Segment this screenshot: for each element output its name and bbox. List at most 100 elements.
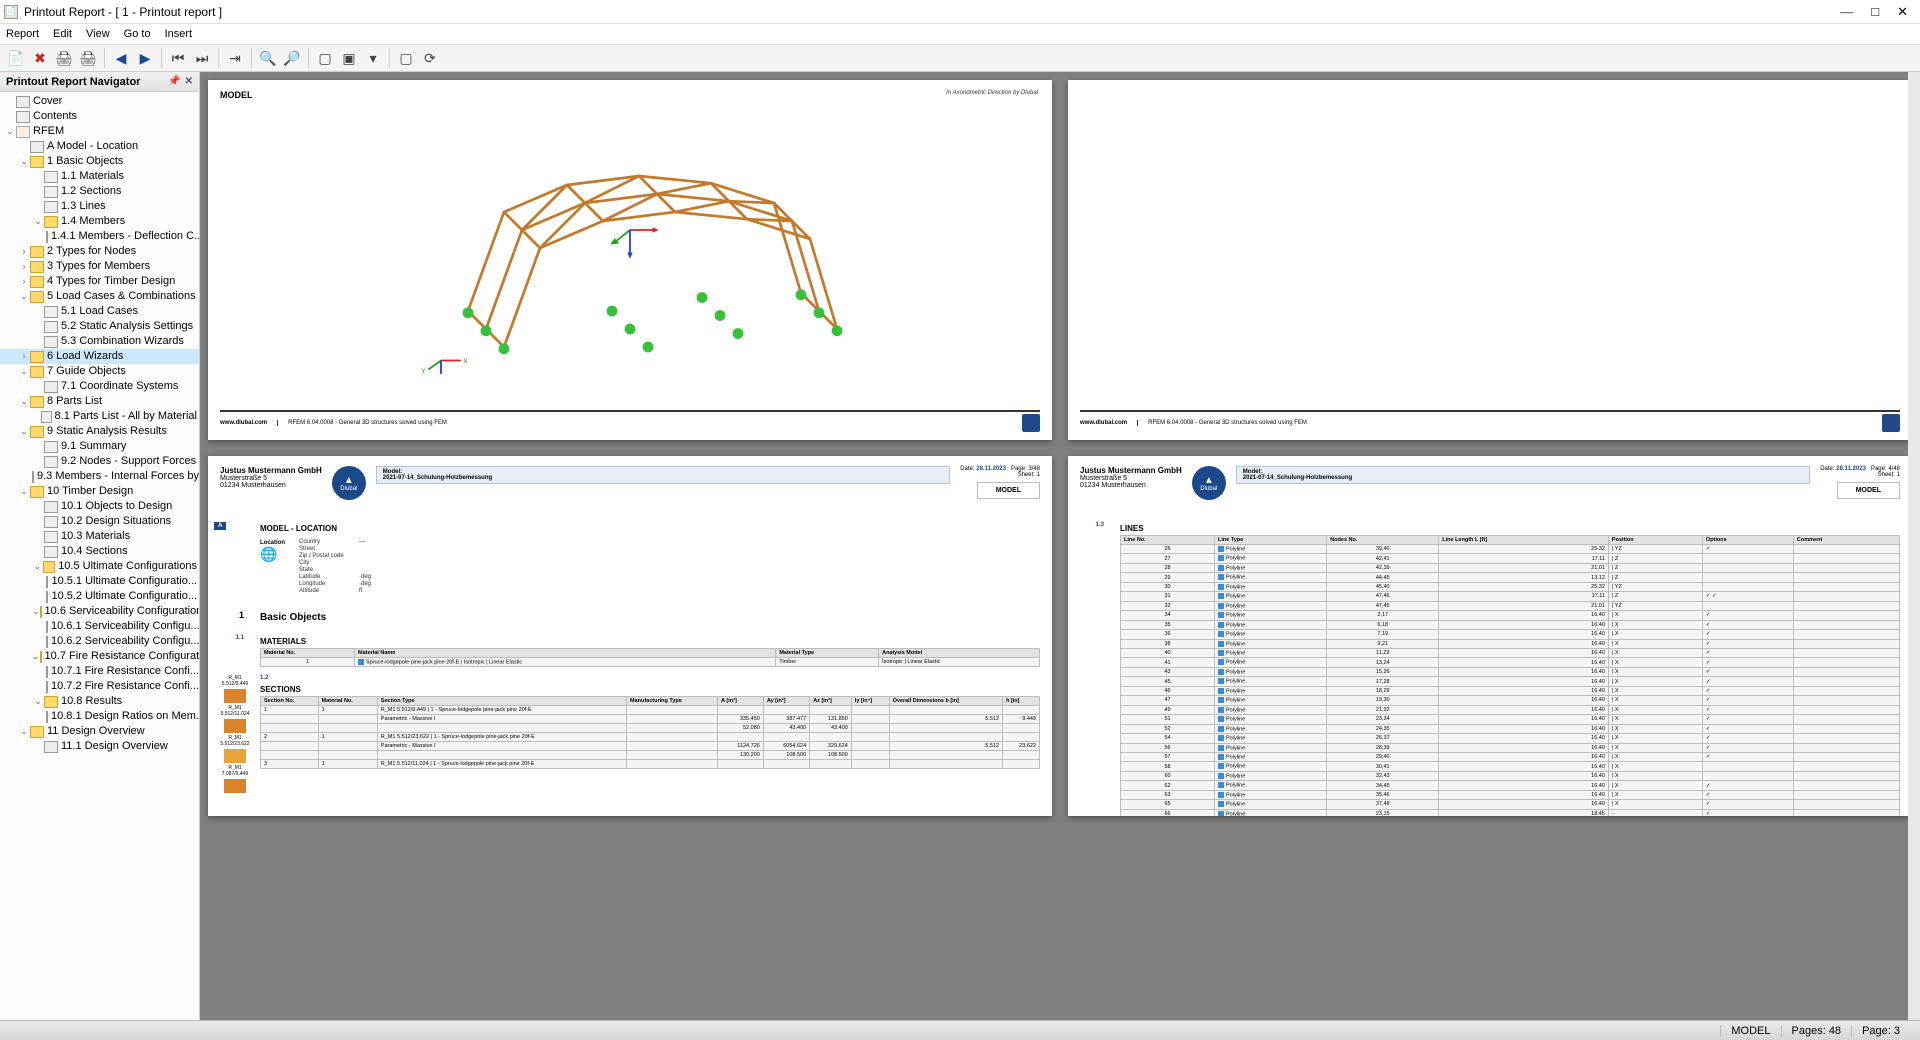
tree-item[interactable]: 10.6.1 Serviceability Configu... — [0, 619, 199, 634]
model-button[interactable]: MODEL — [977, 482, 1040, 499]
report-page-model: MODEL In Axonometric Direction by Dlubal — [208, 80, 1052, 440]
tree-item[interactable]: 10.1 Objects to Design — [0, 499, 199, 514]
tree-item[interactable]: ⌄RFEM — [0, 124, 199, 139]
tree-item[interactable]: 10.5.2 Ultimate Configuratio... — [0, 589, 199, 604]
titlebar: 📄 Printout Report - [ 1 - Printout repor… — [0, 0, 1920, 24]
tree-item[interactable]: 1.4.1 Members - Deflection C... — [0, 229, 199, 244]
tree-item[interactable]: 10.4 Sections — [0, 544, 199, 559]
menubar: Report Edit View Go to Insert — [0, 24, 1920, 44]
tree-item[interactable]: ⌄1.4 Members — [0, 214, 199, 229]
zoomin-button[interactable]: 🔎 — [282, 48, 302, 68]
page-footer: www.dlubal.com RFEM 6.04.0008 - General … — [220, 410, 1040, 432]
tree-item[interactable]: 11.1 Design Overview — [0, 739, 199, 754]
tree-item[interactable]: 10.5.1 Ultimate Configuratio... — [0, 574, 199, 589]
tree-item[interactable]: 1.3 Lines — [0, 199, 199, 214]
tree-item[interactable]: 8.1 Parts List - All by Material — [0, 409, 199, 424]
tree-item[interactable]: 9.3 Members - Internal Forces by... — [0, 469, 199, 484]
tree-item[interactable]: A Model - Location — [0, 139, 199, 154]
new-button[interactable]: 📄 — [6, 48, 26, 68]
menu-go to[interactable]: Go to — [124, 28, 151, 40]
close-panel-icon[interactable]: ✕ — [185, 76, 193, 87]
svg-text:X: X — [464, 358, 469, 365]
close-button[interactable]: ✕ — [1897, 4, 1908, 20]
last-button[interactable]: ⏭ — [192, 48, 212, 68]
footer-text: RFEM 6.04.0008 - General 3D structures s… — [1148, 420, 1307, 426]
dlubal-logo-icon — [1882, 414, 1900, 432]
tree-item[interactable]: ⌄8 Parts List — [0, 394, 199, 409]
window-title: Printout Report - [ 1 - Printout report … — [24, 5, 1840, 19]
sections-table: Section No.Material No.Section TypeManuf… — [260, 696, 1040, 769]
footer-url: www.dlubal.com — [220, 420, 278, 426]
company-block: Justus Mustermann GmbH Musterstraße 5 01… — [1080, 466, 1182, 489]
tree-item[interactable]: ›3 Types for Members — [0, 259, 199, 274]
dlubal-round-logo-icon: ▲Dlubal — [332, 466, 366, 500]
tree-item[interactable]: 10.6.2 Serviceability Configu... — [0, 634, 199, 649]
tree-item[interactable]: ⌄9 Static Analysis Results — [0, 424, 199, 439]
first-button[interactable]: ⏮ — [168, 48, 188, 68]
tree-item[interactable]: 10.7.2 Fire Resistance Confi... — [0, 679, 199, 694]
tree-item[interactable]: ⌄10 Timber Design — [0, 484, 199, 499]
tree-item[interactable]: ⌄5 Load Cases & Combinations — [0, 289, 199, 304]
tree-item[interactable]: 10.3 Materials — [0, 529, 199, 544]
model-caption: In Axonometric Direction by Dlubal — [946, 90, 1038, 96]
pin-icon[interactable]: 📌 — [168, 76, 180, 87]
tree-item[interactable]: Cover — [0, 94, 199, 109]
dlubal-logo-icon — [1022, 414, 1040, 432]
status-page: Page: 3 — [1851, 1025, 1910, 1037]
tree-item[interactable]: ⌄1 Basic Objects — [0, 154, 199, 169]
tree-item[interactable]: ›2 Types for Nodes — [0, 244, 199, 259]
drop-button[interactable]: ▾ — [363, 48, 383, 68]
tree-item[interactable]: 10.2 Design Situations — [0, 514, 199, 529]
tree-item[interactable]: ›6 Load Wizards — [0, 349, 199, 364]
print2-button[interactable]: 🖨 — [78, 48, 98, 68]
tree-item[interactable]: 10.8.1 Design Ratios on Mem... — [0, 709, 199, 724]
tree-item[interactable]: ⌄10.7 Fire Resistance Configurations — [0, 649, 199, 664]
page-footer: www.dlubal.com RFEM 6.04.0008 - General … — [1080, 410, 1900, 432]
tree-item[interactable]: 1.1 Materials — [0, 169, 199, 184]
tree-item[interactable]: 5.2 Static Analysis Settings — [0, 319, 199, 334]
page1-button[interactable]: ▢ — [315, 48, 335, 68]
tree-item[interactable]: 5.1 Load Cases — [0, 304, 199, 319]
tree-item[interactable]: ⌄10.8 Results — [0, 694, 199, 709]
footer-text: RFEM 6.04.0008 - General 3D structures s… — [288, 420, 447, 426]
menu-view[interactable]: View — [86, 28, 110, 40]
model-3d-view: X Y Z — [220, 104, 1040, 374]
tree-item[interactable]: ⌄10.5 Ultimate Configurations — [0, 559, 199, 574]
report-page-4: Justus Mustermann GmbH Musterstraße 5 01… — [1068, 456, 1912, 816]
tree-item[interactable]: 7.1 Coordinate Systems — [0, 379, 199, 394]
dlubal-round-logo-icon: ▲Dlubal — [1192, 466, 1226, 500]
tree-item[interactable]: Contents — [0, 109, 199, 124]
end-button[interactable]: ⇥ — [225, 48, 245, 68]
report-canvas[interactable]: MODEL In Axonometric Direction by Dlubal — [200, 72, 1920, 1020]
svg-text:Y: Y — [421, 368, 426, 374]
back-button[interactable]: ◀ — [111, 48, 131, 68]
tree-item[interactable]: ›4 Types for Timber Design — [0, 274, 199, 289]
tree-item[interactable]: 1.2 Sections — [0, 184, 199, 199]
tree-item[interactable]: ⌄7 Guide Objects — [0, 364, 199, 379]
tree-item[interactable]: 9.2 Nodes - Support Forces — [0, 454, 199, 469]
print-button[interactable]: 🖨 — [54, 48, 74, 68]
minimize-button[interactable]: — — [1840, 4, 1853, 20]
menu-edit[interactable]: Edit — [53, 28, 72, 40]
vertical-scrollbar[interactable] — [1908, 72, 1920, 1020]
zoomout-button[interactable]: 🔍 — [258, 48, 278, 68]
play-button[interactable]: ▶ — [135, 48, 155, 68]
page2-button[interactable]: ▣ — [339, 48, 359, 68]
app-icon: 📄 — [4, 5, 18, 19]
refresh-button[interactable]: ⟳ — [420, 48, 440, 68]
maximize-button[interactable]: □ — [1871, 4, 1879, 20]
tree-item[interactable]: 9.1 Summary — [0, 439, 199, 454]
tree-item[interactable]: ⌄10.6 Serviceability Configurations — [0, 604, 199, 619]
tree-item[interactable]: 5.3 Combination Wizards — [0, 334, 199, 349]
model-button[interactable]: MODEL — [1837, 482, 1900, 499]
menu-insert[interactable]: Insert — [165, 28, 193, 40]
navigator-tree[interactable]: CoverContents⌄RFEMA Model - Location⌄1 B… — [0, 92, 199, 1020]
report-page-3: Justus Mustermann GmbH Musterstraße 5 01… — [208, 456, 1052, 816]
menu-report[interactable]: Report — [6, 28, 39, 40]
page-title: MODEL — [220, 90, 1040, 100]
tree-item[interactable]: ⌄11 Design Overview — [0, 724, 199, 739]
del-button[interactable]: ✖ — [30, 48, 50, 68]
page3-button[interactable]: ▢ — [396, 48, 416, 68]
navigator-panel: Printout Report Navigator 📌 ✕ CoverConte… — [0, 72, 200, 1020]
tree-item[interactable]: 10.7.1 Fire Resistance Confi... — [0, 664, 199, 679]
